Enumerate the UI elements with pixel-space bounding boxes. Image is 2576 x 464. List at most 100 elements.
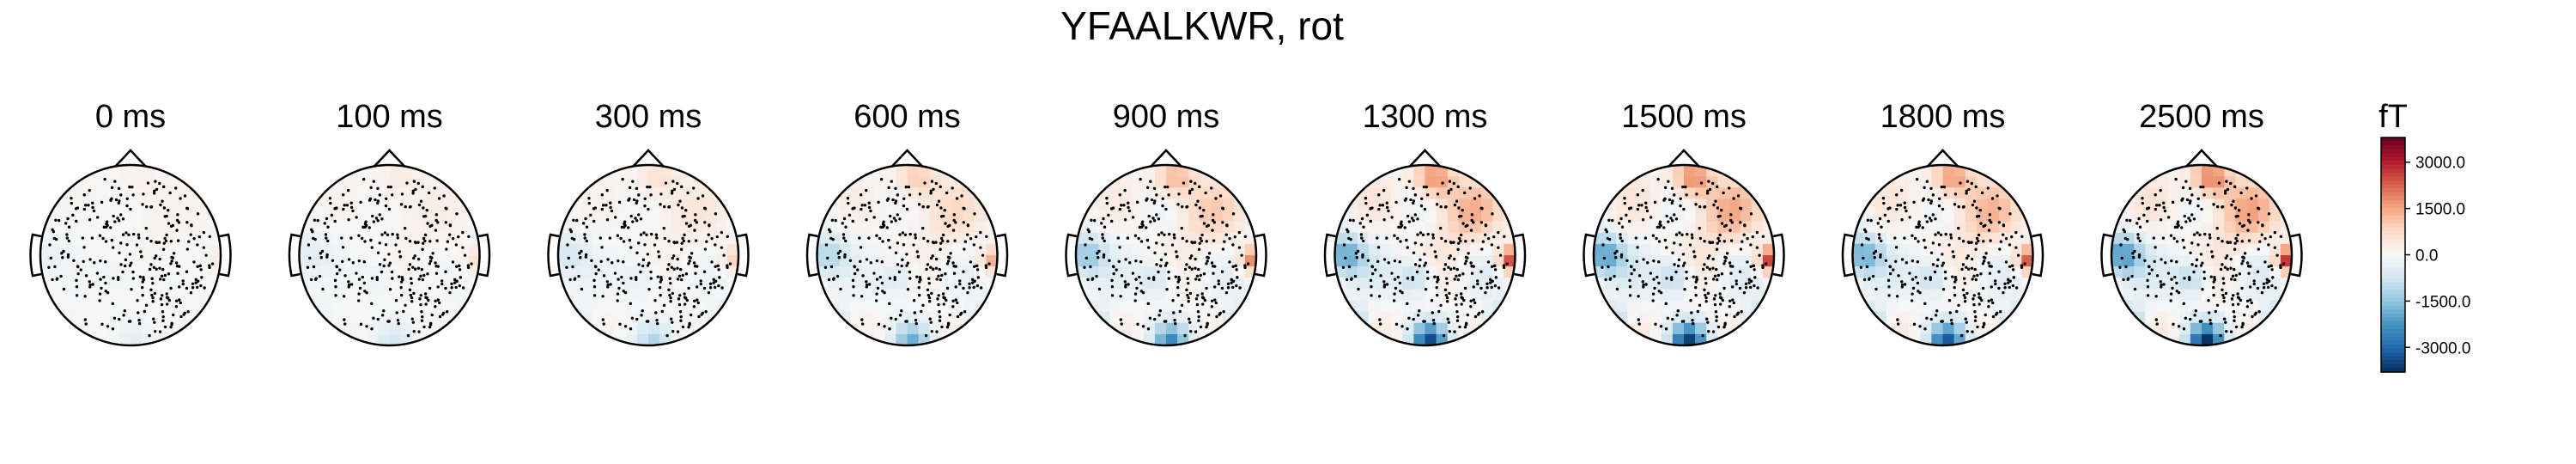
sensor-dot bbox=[616, 234, 620, 237]
sensor-dot bbox=[1685, 232, 1689, 236]
sensor-dot bbox=[641, 264, 645, 268]
field-cell bbox=[1751, 322, 1764, 335]
field-cell bbox=[1931, 278, 1944, 290]
field-cell bbox=[569, 165, 581, 177]
field-cell bbox=[107, 300, 120, 313]
sensor-dot bbox=[1377, 193, 1381, 197]
sensor-dot bbox=[1210, 305, 1214, 308]
field-cell bbox=[1898, 266, 1910, 278]
sensor-dot bbox=[1490, 243, 1494, 247]
sensor-dot bbox=[316, 218, 319, 223]
sensor-dot bbox=[1462, 191, 1467, 195]
sensor-dot bbox=[127, 320, 131, 323]
sensor-dot bbox=[149, 263, 153, 266]
sensor-dot bbox=[1716, 278, 1719, 282]
sensor-dot bbox=[2014, 230, 2018, 235]
field-cell bbox=[828, 333, 841, 345]
field-cell bbox=[1244, 311, 1256, 324]
field-cell bbox=[1109, 333, 1122, 345]
field-cell bbox=[592, 232, 605, 245]
sensor-dot bbox=[1970, 181, 1973, 186]
sensor-dot bbox=[941, 214, 945, 218]
field-cell bbox=[884, 255, 896, 267]
sensor-dot bbox=[1231, 285, 1235, 290]
sensor-dot bbox=[1157, 314, 1161, 317]
field-cell bbox=[1661, 198, 1674, 211]
sensor-dot bbox=[1685, 277, 1688, 280]
sensor-dot bbox=[164, 239, 168, 243]
sensor-dot bbox=[325, 253, 329, 257]
field-cell bbox=[2134, 255, 2146, 267]
sensor-dot bbox=[2146, 278, 2149, 283]
sensor-dot bbox=[370, 302, 374, 306]
sensor-dot bbox=[1205, 286, 1208, 290]
sensor-dot bbox=[2201, 287, 2204, 291]
field-cell bbox=[2257, 289, 2270, 302]
field-cell bbox=[2123, 210, 2135, 223]
sensor-dot bbox=[1243, 235, 1248, 239]
sensor-dot bbox=[908, 232, 912, 236]
field-cell bbox=[2178, 278, 2191, 290]
field-cell bbox=[1751, 266, 1764, 278]
sensor-dot bbox=[2188, 278, 2191, 282]
field-cell bbox=[378, 289, 391, 302]
field-cell bbox=[131, 210, 143, 223]
field-cell bbox=[1976, 311, 1989, 324]
field-cell bbox=[704, 243, 717, 256]
sensor-dot bbox=[1933, 270, 1937, 274]
sensor-dot bbox=[349, 205, 354, 210]
nose bbox=[1408, 149, 1442, 168]
sensor-dot bbox=[1196, 199, 1200, 203]
field-cell bbox=[321, 255, 334, 267]
sensor-dot bbox=[411, 321, 416, 324]
field-cell bbox=[625, 255, 638, 267]
field-cell bbox=[209, 322, 221, 335]
sensor-dot bbox=[1120, 322, 1123, 326]
sensor-dot bbox=[158, 257, 161, 261]
sensor-dot bbox=[1749, 243, 1753, 247]
sensor-dot bbox=[2146, 219, 2149, 223]
field-cell bbox=[422, 300, 435, 313]
sensor-dot bbox=[1739, 247, 1743, 251]
sensor-dot bbox=[1657, 290, 1661, 293]
sensor-dot bbox=[104, 260, 107, 264]
field-cell bbox=[1233, 266, 1246, 278]
sensor-dot bbox=[2270, 268, 2274, 272]
sensor-dot bbox=[637, 193, 641, 197]
sensor-dot bbox=[647, 287, 651, 291]
sensor-dot bbox=[1883, 213, 1887, 217]
sensor-dot bbox=[204, 253, 208, 257]
sensor-dot bbox=[1707, 329, 1710, 333]
sensor-dot bbox=[66, 217, 70, 221]
sensor-dot bbox=[1637, 295, 1640, 298]
field-cell bbox=[726, 311, 738, 324]
field-cell bbox=[209, 165, 221, 177]
field-cell bbox=[52, 255, 64, 267]
field-cell bbox=[400, 221, 413, 234]
sensor-dot bbox=[1729, 272, 1733, 275]
field-cell bbox=[1605, 210, 1617, 223]
field-cell bbox=[85, 198, 98, 211]
field-cell bbox=[378, 165, 391, 177]
sensor-dot bbox=[1634, 236, 1637, 240]
sensor-dot bbox=[1698, 236, 1703, 241]
sensor-dot bbox=[2196, 197, 2200, 201]
sensor-dot bbox=[2241, 259, 2245, 263]
field-cell bbox=[715, 165, 728, 177]
sensor-dot bbox=[620, 225, 624, 229]
sensor-dot bbox=[1935, 309, 1939, 313]
sensor-dot bbox=[917, 293, 921, 297]
sensor-dot bbox=[1758, 253, 1761, 257]
left-ear bbox=[1323, 233, 1336, 278]
field-cell bbox=[1334, 322, 1347, 335]
sensor-dot bbox=[60, 252, 64, 255]
field-cell bbox=[1920, 198, 1932, 211]
sensor-dot bbox=[1958, 236, 1961, 241]
field-cell bbox=[682, 322, 695, 335]
sensor-dot bbox=[937, 274, 940, 278]
sensor-dot bbox=[1716, 206, 1720, 210]
sensor-dot bbox=[1207, 252, 1212, 255]
sensor-dot bbox=[1415, 270, 1419, 274]
sensor-dot bbox=[141, 203, 144, 206]
field-cell bbox=[603, 322, 616, 335]
